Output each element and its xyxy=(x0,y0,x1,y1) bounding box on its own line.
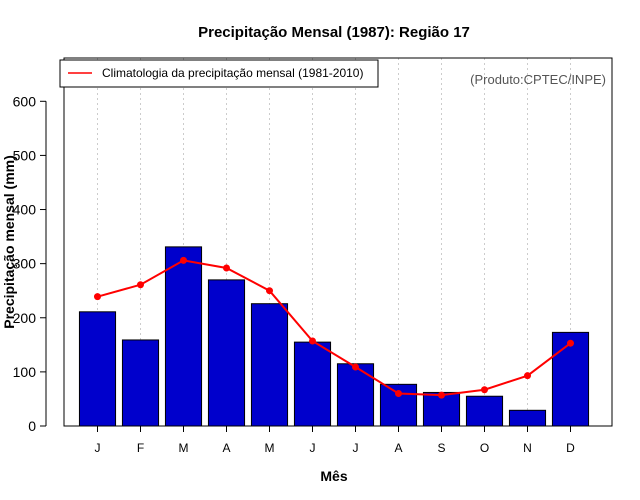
legend: Climatologia da precipitação mensal (198… xyxy=(59,59,379,88)
bar-10 xyxy=(508,409,547,427)
climatology-point-2 xyxy=(180,256,187,264)
plot-area-frame xyxy=(63,57,613,427)
y-tick-label-5: 500 xyxy=(13,147,37,163)
x-tick-label-7: A xyxy=(394,441,402,455)
legend-box xyxy=(59,59,379,88)
y-tick-label-6: 600 xyxy=(13,93,37,109)
climatology-point-0 xyxy=(94,293,101,301)
x-tick-label-6: J xyxy=(353,441,359,455)
x-tick-label-8: S xyxy=(437,441,445,455)
x-tick-label-10: N xyxy=(523,441,532,455)
x-tick-label-1: F xyxy=(137,441,144,455)
climatology-point-11 xyxy=(567,339,574,347)
bar-5 xyxy=(293,341,332,427)
bar-3 xyxy=(207,279,246,427)
y-axis: 0 100 200 300 400 500 600 xyxy=(13,93,47,434)
climatology-point-9 xyxy=(481,386,488,394)
bar-4 xyxy=(250,303,289,427)
climatology-line-series xyxy=(94,256,574,399)
bar-9 xyxy=(465,395,504,427)
y-tick-label-1: 100 xyxy=(13,364,37,380)
climatology-point-1 xyxy=(137,281,144,289)
x-tick-label-9: O xyxy=(480,441,489,455)
legend-entry-climatology: Climatologia da precipitação mensal (198… xyxy=(102,66,363,80)
climatology-point-10 xyxy=(524,372,531,380)
climatology-point-4 xyxy=(266,287,273,295)
climatology-point-6 xyxy=(352,363,359,371)
climatology-point-8 xyxy=(438,391,445,399)
y-tick-label-4: 400 xyxy=(13,202,37,218)
bar-0 xyxy=(78,311,117,427)
bar-series xyxy=(78,246,590,427)
x-tick-label-4: M xyxy=(265,441,275,455)
climatology-line xyxy=(97,259,572,397)
climatology-point-7 xyxy=(395,390,402,398)
bar-6 xyxy=(336,363,375,427)
x-tick-label-11: D xyxy=(566,441,575,455)
product-credit: (Produto:CPTEC/INPE) xyxy=(470,72,606,87)
bar-1 xyxy=(121,339,160,427)
x-axis-label: Mês xyxy=(320,468,347,484)
bar-2 xyxy=(164,246,203,427)
y-tick-label-0: 0 xyxy=(28,418,36,434)
x-tick-label-2: M xyxy=(179,441,189,455)
y-axis-label: Precipitação mensal (mm) xyxy=(1,155,17,329)
y-tick-label-3: 300 xyxy=(13,256,37,272)
x-tick-label-0: J xyxy=(95,441,101,455)
bar-11 xyxy=(551,331,590,427)
y-tick-label-2: 200 xyxy=(13,310,37,326)
climatology-point-5 xyxy=(309,337,316,345)
x-tick-label-5: J xyxy=(310,441,316,455)
climatology-point-3 xyxy=(223,264,230,272)
chart-title: Precipitação Mensal (1987): Região 17 xyxy=(198,24,470,41)
x-tick-label-3: A xyxy=(222,441,230,455)
